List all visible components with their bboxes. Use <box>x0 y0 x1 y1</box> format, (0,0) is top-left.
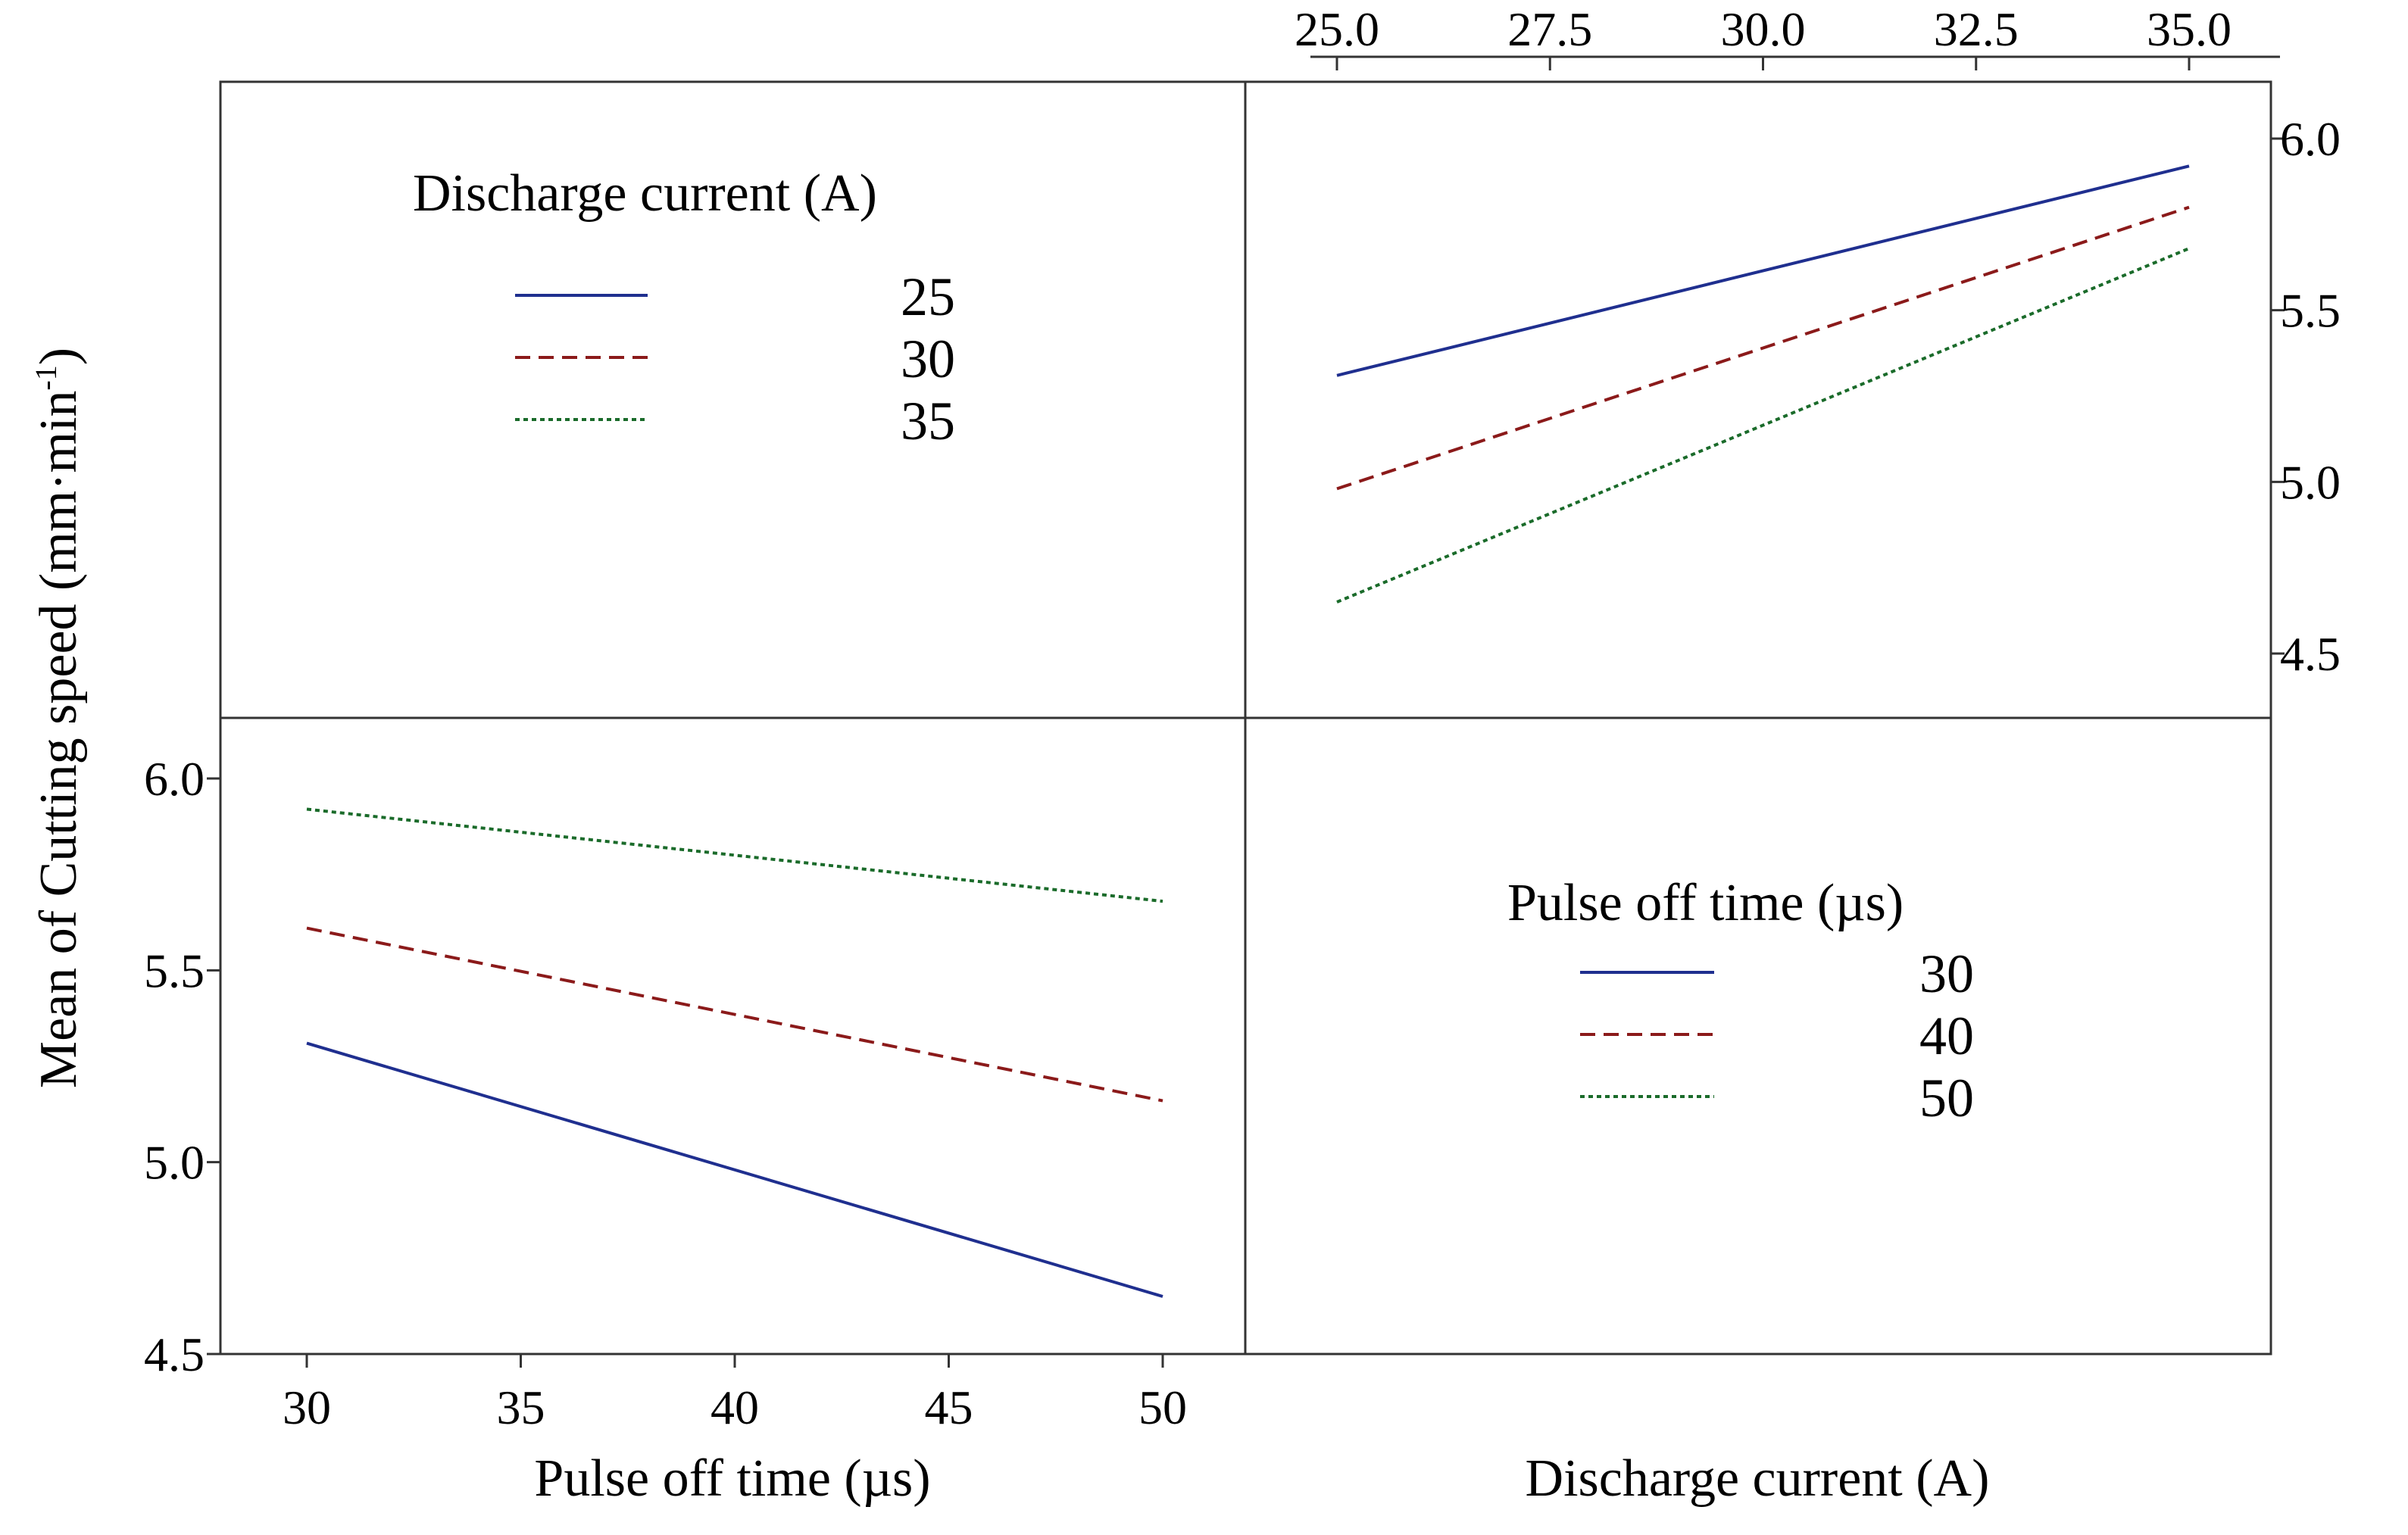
x-tick-label: 40 <box>711 1381 759 1434</box>
series-line-25 <box>306 1041 1163 1298</box>
y-tick-label: 5.5 <box>2280 284 2341 338</box>
x-tick-label: 35.0 <box>2147 2 2232 56</box>
y-axis-title-superscript: -1 <box>29 365 63 390</box>
y-tick-label: 6.0 <box>144 752 205 806</box>
y-tick-label: 6.0 <box>2280 112 2341 166</box>
legend-pulse-off-time: Pulse off time (µs) 30 40 50 <box>1507 874 1974 1128</box>
x-tick-label: 27.5 <box>1507 2 1592 56</box>
legend-label-25: 25 <box>901 267 955 327</box>
x-tick-label: 35 <box>497 1381 545 1434</box>
y-tick-label: 5.0 <box>2280 455 2341 509</box>
x-tick-label: 45 <box>925 1381 973 1434</box>
series-line-30 <box>1336 164 2190 377</box>
legend-label-30: 30 <box>1919 944 1974 1004</box>
y-tick-label: 4.5 <box>2280 627 2341 681</box>
legend-discharge-current: Discharge current (A) 25 30 35 <box>413 164 955 451</box>
legend-title: Pulse off time (µs) <box>1507 874 1904 932</box>
legend-label-30: 30 <box>901 329 955 389</box>
y-tick-label: 5.5 <box>144 944 205 997</box>
x-axis-title-discharge-current: Discharge current (A) <box>1526 1449 1990 1508</box>
y-axis-title: Mean of Cutting speed (mm·min-1) <box>29 348 88 1088</box>
x-tick-label: 25.0 <box>1295 2 1379 56</box>
legend-label-40: 40 <box>1919 1006 1974 1066</box>
x-tick-label: 32.5 <box>1934 2 2019 56</box>
panel-bottom-left: 30 35 40 45 50 4.5 5.0 5.5 6.0 <box>144 752 1245 1434</box>
legend-title: Discharge current (A) <box>413 164 877 223</box>
y-axis-title-close: ) <box>30 348 88 365</box>
series-line-40 <box>1336 205 2190 491</box>
x-tick-label: 50 <box>1138 1381 1187 1434</box>
series-line-50 <box>1336 247 2190 604</box>
panel-top-right: 25.0 27.5 30.0 32.5 35.0 4.5 5.0 5.5 6.0 <box>1295 2 2341 681</box>
legend-label-50: 50 <box>1919 1068 1974 1128</box>
y-axis-title-main: Mean of Cutting speed (mm·min <box>30 391 88 1089</box>
x-tick-label: 30.0 <box>1721 2 1806 56</box>
series-line-35 <box>306 807 1163 903</box>
y-tick-label: 5.0 <box>144 1136 205 1190</box>
legend-label-35: 35 <box>901 391 955 451</box>
x-tick-label: 30 <box>283 1381 331 1434</box>
x-axis-title-pulse-off-time: Pulse off time (µs) <box>534 1449 930 1508</box>
y-tick-label: 4.5 <box>144 1328 205 1381</box>
series-line-30 <box>306 926 1163 1103</box>
